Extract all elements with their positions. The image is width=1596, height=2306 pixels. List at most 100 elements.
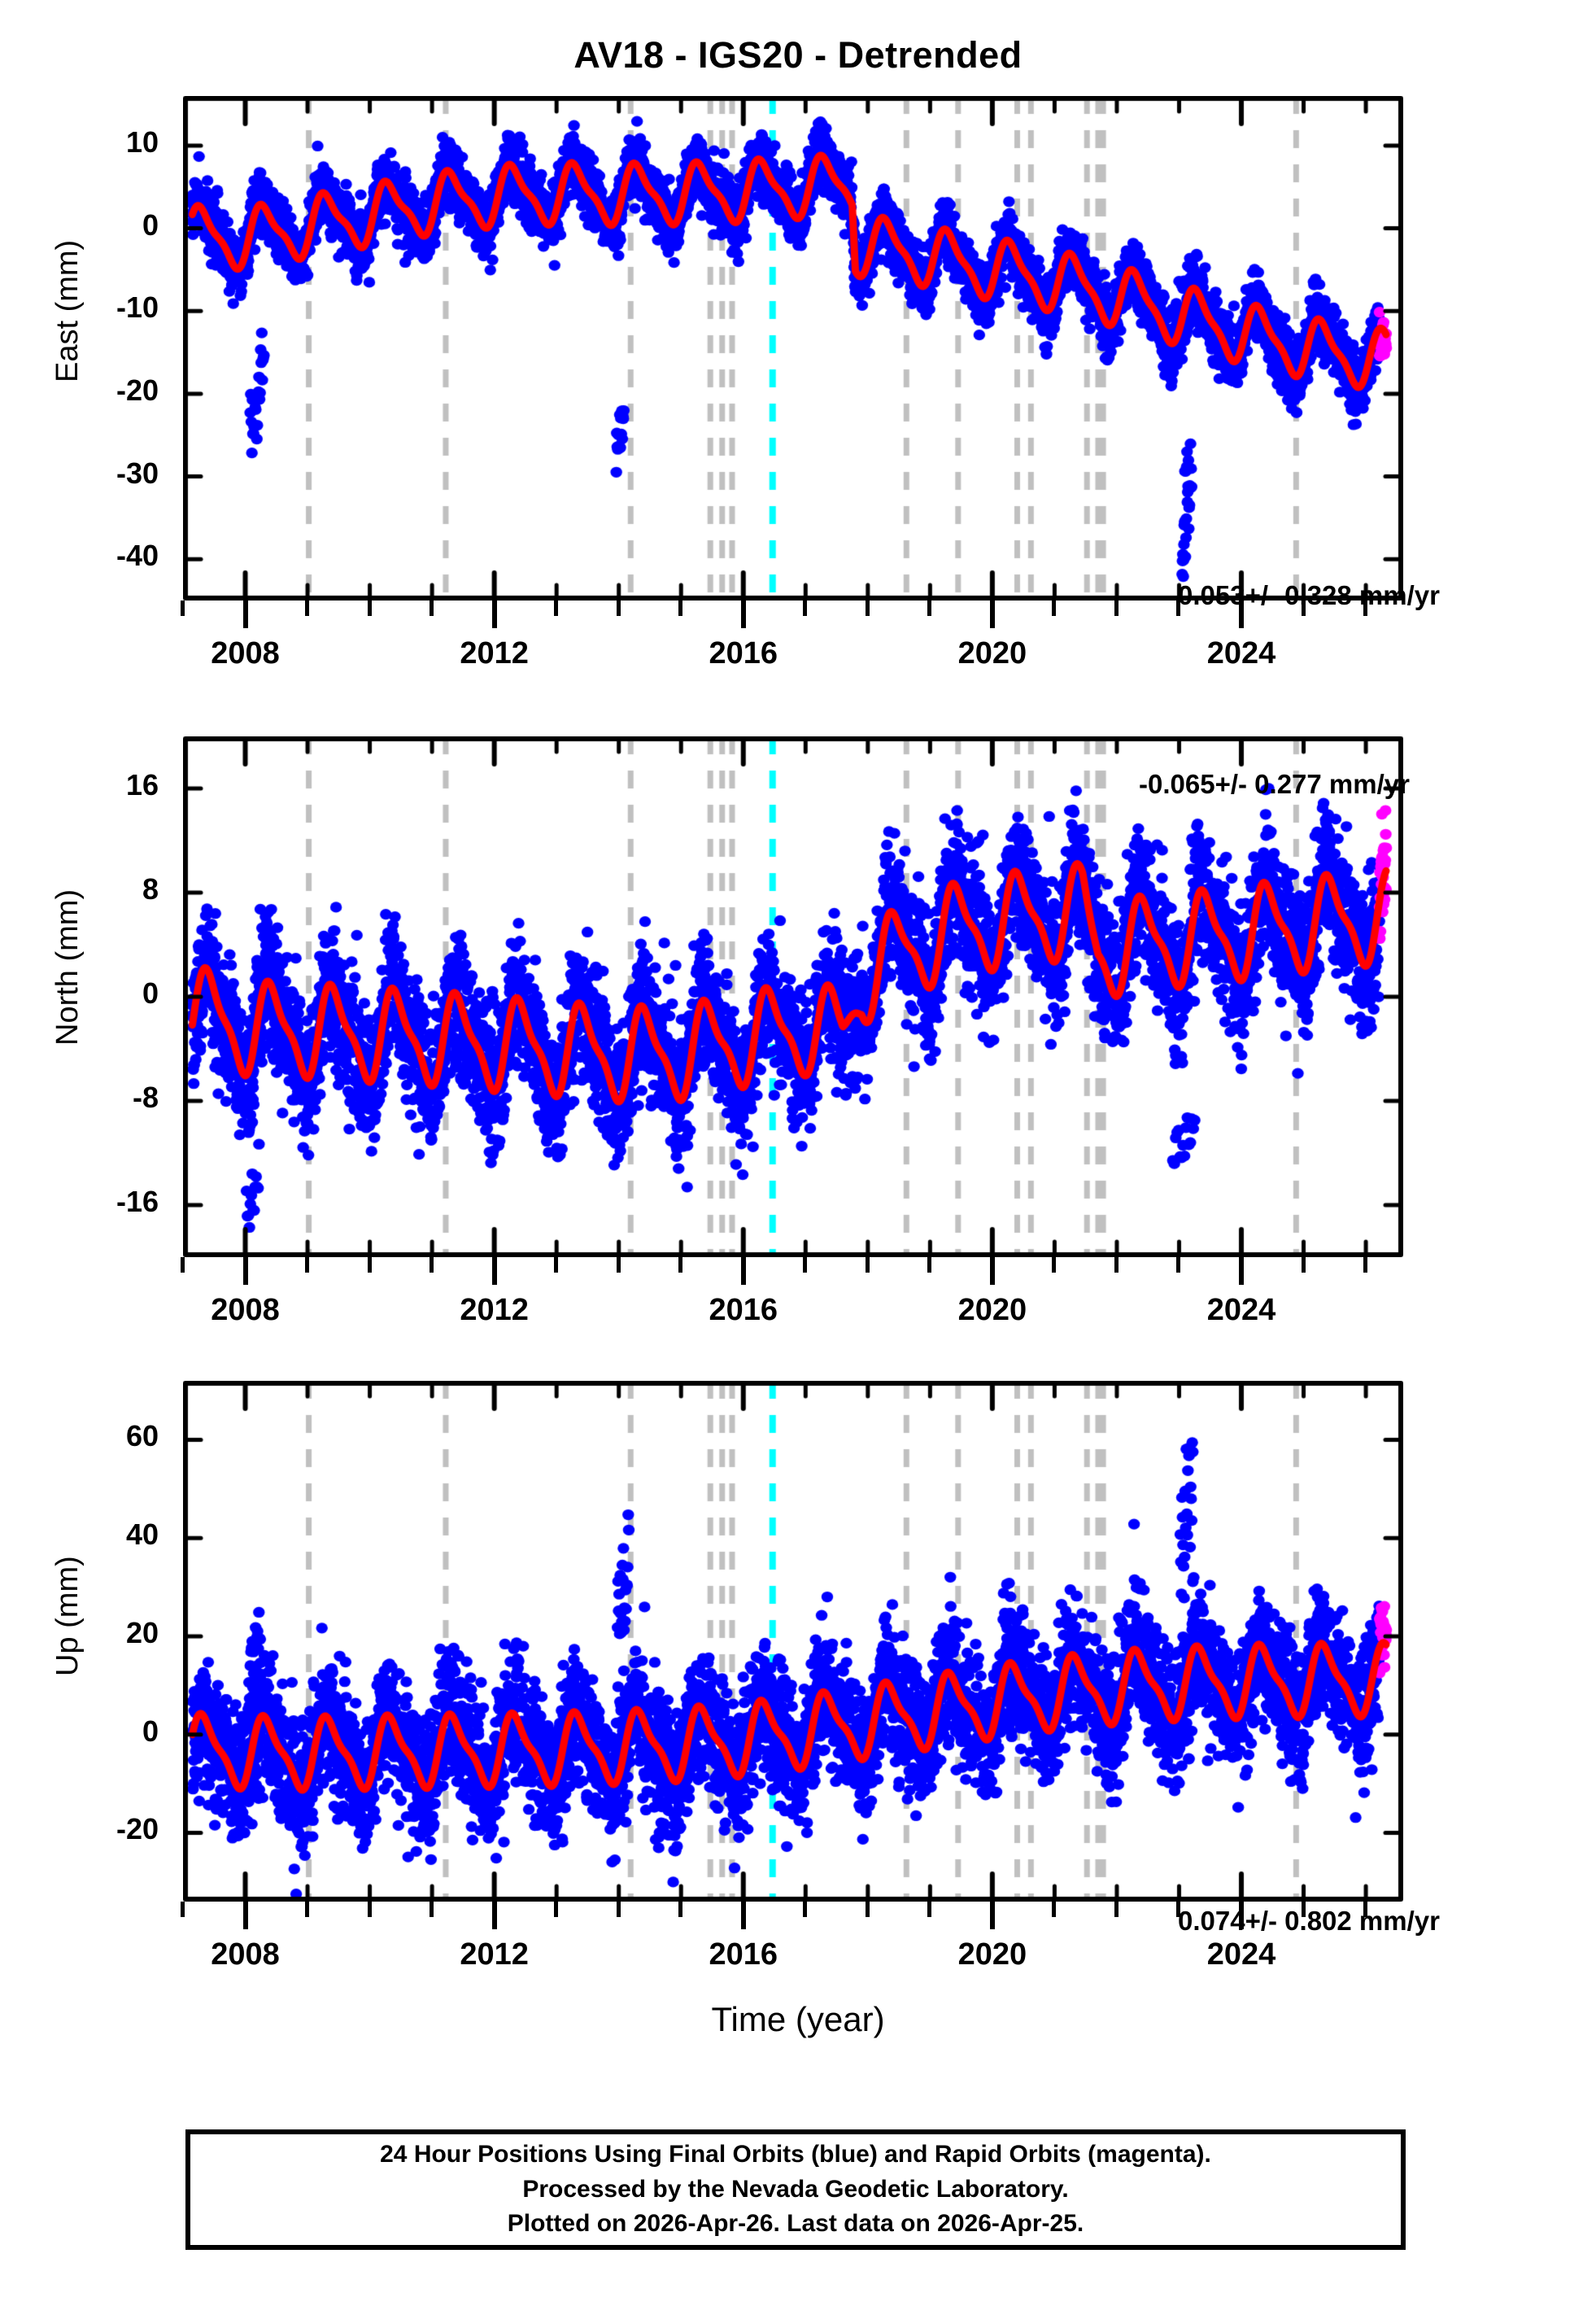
x-minor-tick: [305, 1902, 310, 1917]
north-component-ytick-label: -8: [132, 1081, 159, 1114]
north-component-ytick-label: 8: [142, 872, 159, 906]
panel-north: [183, 736, 1403, 1257]
north-component-ytick-label: 0: [142, 976, 159, 1010]
x-minor-tick: [678, 1257, 683, 1273]
x-minor-tick: [927, 1257, 932, 1273]
up-component-ytick-label: 60: [125, 1419, 159, 1453]
x-minor-tick: [927, 1902, 932, 1917]
x-minor-tick: [865, 1257, 870, 1273]
east-component-ytick-label: -10: [116, 290, 159, 325]
x-major-tick: [989, 1902, 995, 1929]
up-component-xtick-label: 2016: [709, 1937, 778, 1972]
x-minor-tick: [678, 601, 683, 616]
x-major-tick: [1239, 1257, 1245, 1285]
x-minor-tick: [367, 601, 372, 616]
x-minor-tick: [616, 1902, 621, 1917]
x-major-tick: [1239, 601, 1245, 628]
x-minor-tick: [181, 1257, 185, 1273]
x-minor-tick: [1052, 601, 1057, 616]
x-minor-tick: [1301, 1902, 1306, 1917]
panel-east: [183, 96, 1403, 601]
east-component-ytick-label: -20: [116, 373, 159, 407]
x-minor-tick: [803, 1902, 808, 1917]
x-minor-tick: [430, 1902, 434, 1917]
x-minor-tick: [678, 1902, 683, 1917]
up-plot-canvas: [183, 1381, 1403, 1902]
x-minor-tick: [803, 601, 808, 616]
x-minor-tick: [1176, 601, 1181, 616]
east-component-xtick-label: 2020: [957, 636, 1027, 670]
east-component-ytick-label: 10: [125, 124, 159, 159]
x-minor-tick: [1052, 1902, 1057, 1917]
x-major-tick: [491, 1257, 497, 1285]
x-minor-tick: [1363, 601, 1368, 616]
x-minor-tick: [1052, 1257, 1057, 1273]
x-minor-tick: [803, 1257, 808, 1273]
x-minor-tick: [865, 1902, 870, 1917]
x-minor-tick: [430, 1257, 434, 1273]
up-component-xtick-label: 2008: [211, 1937, 280, 1972]
up-component-xtick-label: 2012: [460, 1937, 529, 1972]
x-minor-tick: [181, 1902, 185, 1917]
x-major-tick: [242, 1257, 248, 1285]
up-component-ytick-label: 40: [125, 1518, 159, 1552]
x-minor-tick: [616, 1257, 621, 1273]
x-minor-tick: [865, 601, 870, 616]
x-minor-tick: [1114, 1257, 1119, 1273]
x-minor-tick: [1176, 1902, 1181, 1917]
east-component-ytick-label: 0: [142, 207, 159, 242]
north-component-xtick-label: 2020: [957, 1293, 1027, 1327]
x-minor-tick: [554, 601, 559, 616]
x-axis-label: Time (year): [711, 2000, 885, 2038]
north-component-xtick-label: 2016: [709, 1293, 778, 1327]
east-rate-label: 0.053+/- 0.328 mm/yr: [1178, 580, 1440, 610]
east-component-xtick-label: 2024: [1206, 636, 1276, 670]
footer-legend-box: 24 Hour Positions Using Final Orbits (bl…: [185, 2129, 1406, 2250]
east-component-xtick-label: 2008: [211, 636, 280, 670]
x-minor-tick: [1114, 1902, 1119, 1917]
x-major-tick: [740, 1902, 746, 1929]
east-component-xtick-label: 2012: [460, 636, 529, 670]
up-component-ytick-label: 20: [125, 1615, 159, 1649]
north-component-xtick-label: 2024: [1206, 1293, 1276, 1327]
north-plot-canvas: [183, 736, 1403, 1257]
up-component-ytick-label: 0: [142, 1714, 159, 1748]
north-axis-label: North (mm): [50, 889, 85, 1046]
north-rate-label: -0.065+/- 0.277 mm/yr: [1139, 769, 1410, 799]
east-plot-canvas: [183, 96, 1403, 601]
footer-line-1: 24 Hour Positions Using Final Orbits (bl…: [380, 2141, 1211, 2168]
x-minor-tick: [1363, 1902, 1368, 1917]
x-minor-tick: [616, 601, 621, 616]
x-minor-tick: [554, 1902, 559, 1917]
north-component-ytick-label: 16: [125, 768, 159, 801]
x-minor-tick: [181, 601, 185, 616]
x-minor-tick: [305, 601, 310, 616]
east-component-ytick-label: -30: [116, 456, 159, 490]
x-minor-tick: [1114, 601, 1119, 616]
x-minor-tick: [927, 601, 932, 616]
up-rate-label: 0.074+/- 0.802 mm/yr: [1178, 1906, 1440, 1936]
x-minor-tick: [430, 601, 434, 616]
footer-line-3: Plotted on 2026-Apr-26. Last data on 202…: [507, 2210, 1084, 2238]
x-major-tick: [740, 601, 746, 628]
x-minor-tick: [367, 1902, 372, 1917]
x-major-tick: [242, 1902, 248, 1929]
x-minor-tick: [305, 1257, 310, 1273]
x-major-tick: [491, 601, 497, 628]
east-component-ytick-label: -40: [116, 539, 159, 573]
east-component-xtick-label: 2016: [709, 636, 778, 670]
up-component-ytick-label: -20: [116, 1812, 159, 1846]
x-minor-tick: [1301, 1257, 1306, 1273]
x-major-tick: [989, 601, 995, 628]
panel-up: [183, 1381, 1403, 1902]
x-major-tick: [740, 1257, 746, 1285]
north-component-ytick-label: -16: [116, 1185, 159, 1218]
north-component-xtick-label: 2008: [211, 1293, 280, 1327]
page-title: AV18 - IGS20 - Detrended: [573, 34, 1023, 76]
x-minor-tick: [1301, 601, 1306, 616]
north-component-xtick-label: 2012: [460, 1293, 529, 1327]
x-major-tick: [491, 1902, 497, 1929]
up-component-xtick-label: 2020: [957, 1937, 1027, 1972]
x-minor-tick: [1363, 1257, 1368, 1273]
